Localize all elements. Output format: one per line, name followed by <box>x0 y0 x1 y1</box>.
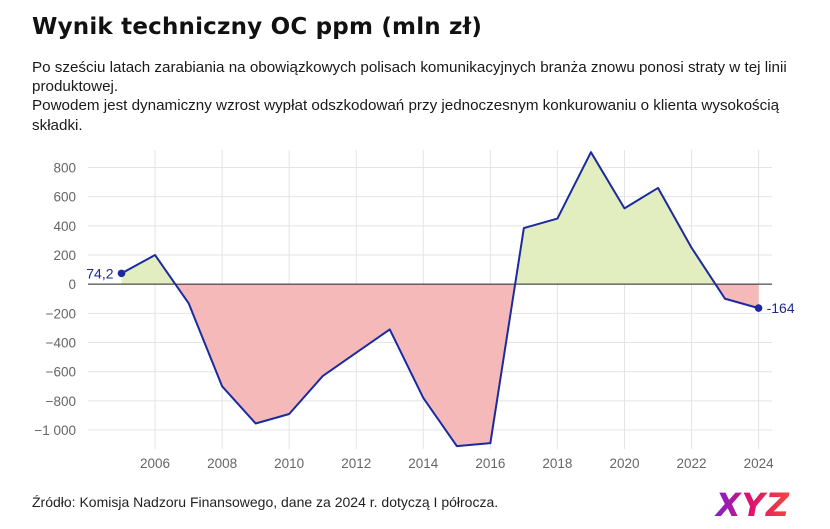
negative-area <box>175 284 516 447</box>
source-note: Źródło: Komisja Nadzoru Finansowego, dan… <box>32 494 499 510</box>
positive-area <box>121 255 176 285</box>
data-label: -164 <box>767 300 795 316</box>
y-tick-label: 400 <box>53 219 76 234</box>
x-tick-label: 2010 <box>274 456 304 471</box>
subtitle-line-2: Powodem jest dynamiczny wzrost wypłat od… <box>32 97 780 134</box>
x-tick-label: 2016 <box>475 456 505 471</box>
y-tick-label: −200 <box>46 306 76 321</box>
x-tick-label: 2022 <box>677 456 707 471</box>
y-tick-label: 0 <box>68 277 76 292</box>
y-tick-label: −800 <box>46 394 76 409</box>
subtitle-line-1: Po sześciu latach zarabiania na obowiązk… <box>32 59 787 96</box>
y-tick-label: −1 000 <box>34 423 76 438</box>
y-tick-label: 600 <box>53 190 76 205</box>
y-tick-label: −400 <box>46 336 76 351</box>
chart-subtitle: Po sześciu latach zarabiania na obowiązk… <box>32 58 792 135</box>
x-tick-label: 2024 <box>744 456 775 471</box>
logo-wordmark: XYZ <box>714 489 790 519</box>
data-point-marker <box>117 269 126 278</box>
x-tick-label: 2006 <box>140 456 170 471</box>
x-tick-label: 2018 <box>542 456 572 471</box>
x-tick-label: 2008 <box>207 456 237 471</box>
x-tick-label: 2020 <box>609 456 639 471</box>
series-line <box>121 151 759 448</box>
y-tick-label: 800 <box>53 161 76 176</box>
data-point-marker <box>754 304 763 312</box>
x-tick-label: 2014 <box>408 456 439 471</box>
chart-title: Wynik techniczny OC ppm (mln zł) <box>32 14 483 40</box>
positive-area <box>515 152 716 285</box>
data-label: 74,2 <box>86 265 113 281</box>
y-tick-label: 200 <box>53 248 76 263</box>
x-tick-label: 2012 <box>341 456 371 471</box>
y-tick-label: −600 <box>46 365 76 380</box>
brand-logo: XYZ <box>714 486 806 524</box>
negative-area <box>715 284 759 309</box>
